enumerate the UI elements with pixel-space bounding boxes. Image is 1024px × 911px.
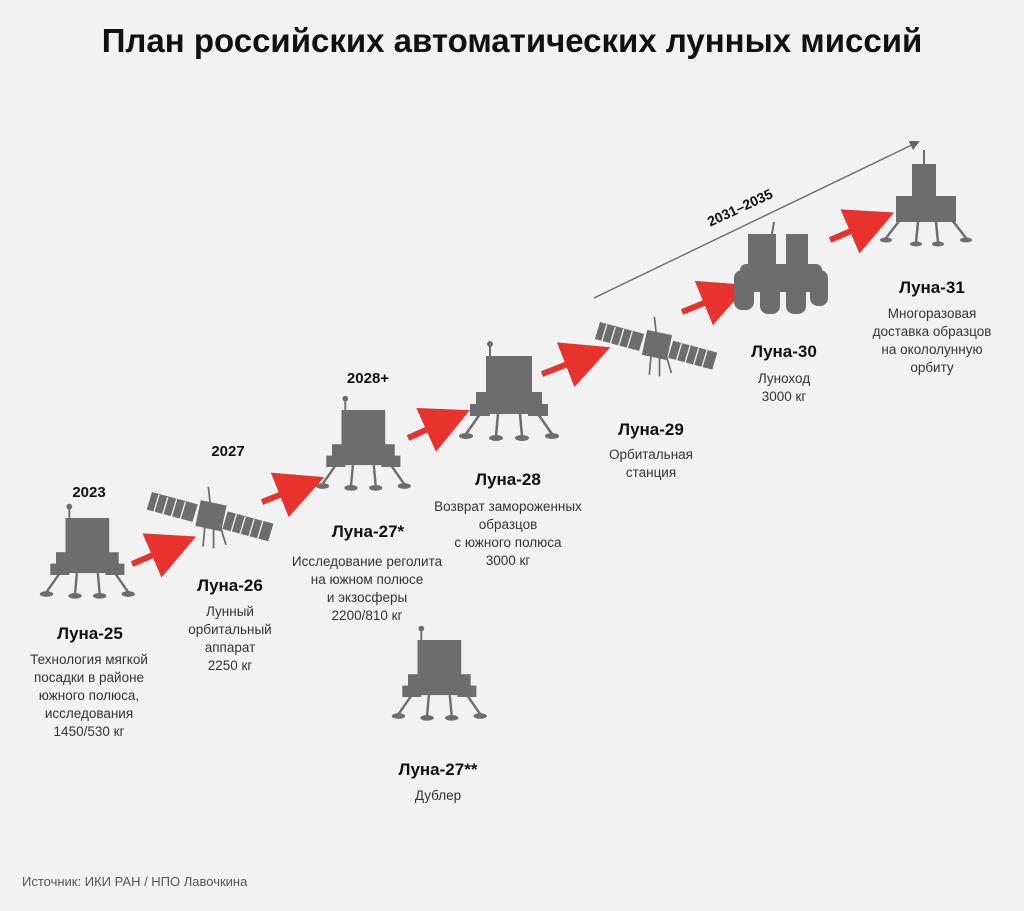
mission-desc-luna27b: Дублер xyxy=(414,788,462,803)
luna27-lander-icon xyxy=(314,394,413,492)
mission-desc-luna25: Технология мягкой посадки в районе южного … xyxy=(30,652,148,739)
mission-name-luna25: Луна-25 xyxy=(57,624,123,643)
luna31-lander-icon xyxy=(880,150,972,247)
connector-arrows xyxy=(130,209,895,578)
luna30-rover-icon xyxy=(734,221,828,314)
mission-desc-luna31: Многоразовая доставка образцов на окололун… xyxy=(872,306,992,375)
luna28-lander-icon xyxy=(457,339,561,443)
mission-desc-luna30: Луноход 3000 кг xyxy=(757,371,811,404)
year-luna26: 2027 xyxy=(211,443,245,460)
mission-name-luna26: Луна-26 xyxy=(197,576,263,595)
source-note: Источник: ИКИ РАН / НПО Лавочкина xyxy=(22,874,248,889)
mission-name-luna31: Луна-31 xyxy=(899,278,965,297)
mission-desc-luna28: Возврат замороженных образцов с южного пол… xyxy=(434,499,582,568)
luna25-lander-icon xyxy=(38,502,137,600)
mission-name-luna27: Луна-27* xyxy=(331,522,405,541)
mission-name-luna28: Луна-28 xyxy=(475,470,541,489)
year-luna27: 2028+ xyxy=(346,370,390,387)
luna26-orbiter-icon xyxy=(145,485,275,550)
year-luna25: 2023 xyxy=(72,484,106,501)
mission-name-luna29: Луна-29 xyxy=(618,420,684,439)
mission-desc-luna26: Лунный орбитальный аппарат 2250 кг xyxy=(188,604,272,673)
mission-desc-luna27: Исследование реголита на южном полюсе и эк… xyxy=(291,554,443,623)
timeline-arrow xyxy=(593,140,920,299)
mission-name-luna30: Луна-30 xyxy=(751,342,817,361)
timeline-label: 2031–2035 xyxy=(705,185,775,229)
luna27b-lander-icon xyxy=(390,624,489,722)
mission-name-luna27b: Луна-27** xyxy=(398,760,478,779)
page-title: План российских автоматических лунных ми… xyxy=(101,22,923,59)
mission-desc-luna29: Орбитальная станция xyxy=(608,447,693,480)
